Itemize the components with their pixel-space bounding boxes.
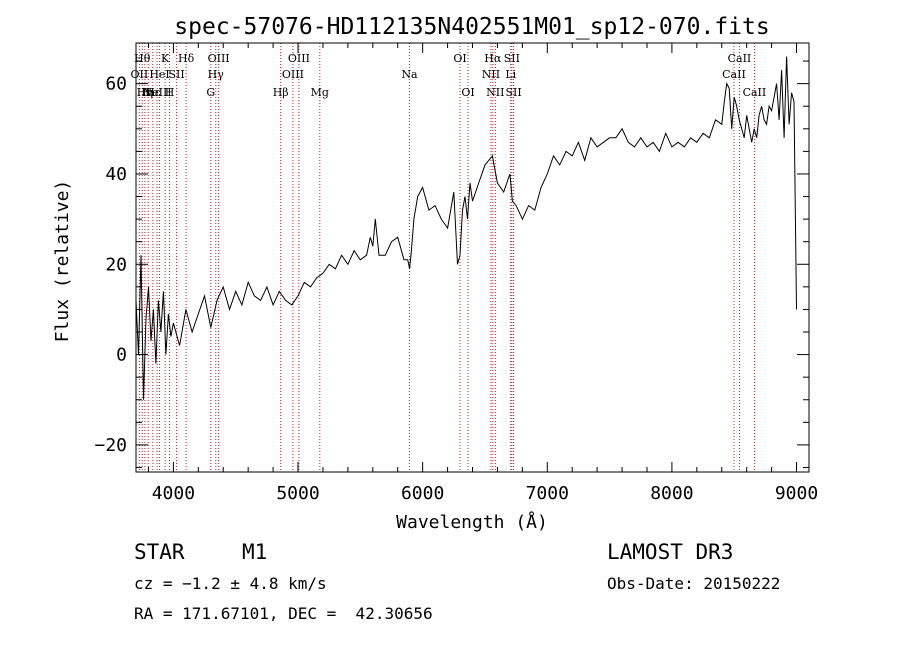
chart-title: spec-57076-HD112135N402551M01_sp12-070.f…	[174, 14, 769, 40]
line-label: Li	[505, 68, 516, 81]
line-label: SII	[504, 52, 520, 65]
line-label: SII	[506, 86, 522, 99]
x-tick-label: 7000	[526, 483, 569, 504]
x-tick-label: 6000	[401, 483, 444, 504]
survey-name: LAMOST DR3	[607, 540, 734, 564]
line-label: Hγ	[208, 68, 225, 81]
line-label: Hη	[137, 86, 153, 99]
object-subclass: M1	[242, 540, 268, 564]
line-label: OII	[131, 68, 149, 81]
line-label: CaII	[722, 68, 746, 81]
line-markers	[138, 43, 755, 472]
line-label: SII	[169, 68, 185, 81]
line-label: Na	[401, 68, 418, 81]
y-tick-label: 20	[105, 254, 127, 275]
line-label: OI	[453, 52, 466, 65]
x-axis-label: Wavelength (Å)	[396, 511, 548, 533]
x-axis: 4000 5000 6000 7000 8000 9000	[147, 43, 818, 504]
y-tick-label: 40	[105, 164, 127, 185]
line-label: K	[161, 52, 170, 65]
line-label: Mg	[311, 86, 329, 99]
y-axis-label: Flux (relative)	[52, 180, 73, 343]
y-tick-label: 0	[116, 345, 127, 366]
line-label: OIII	[288, 52, 310, 65]
line-label: CaII	[728, 52, 752, 65]
x-tick-label: 9000	[775, 483, 818, 504]
y-tick-label: −20	[94, 435, 127, 456]
spectrum-series	[135, 56, 797, 400]
coordinates-readout: RA = 171.67101, DEC = 42.30656	[134, 604, 433, 623]
line-label: Hα	[484, 52, 502, 65]
line-label: G	[206, 86, 215, 99]
line-label: Hε	[145, 86, 161, 99]
object-class: STAR	[134, 540, 185, 564]
line-label: Hι	[141, 86, 155, 99]
line-label: HeI	[149, 68, 169, 81]
x-tick-label: 5000	[276, 483, 319, 504]
line-label: NII	[486, 86, 504, 99]
line-label: Hβ	[273, 86, 289, 99]
redshift-readout: cz = −1.2 ± 4.8 km/s	[134, 574, 327, 593]
line-label: H	[165, 86, 175, 99]
plot-frame	[135, 42, 810, 473]
x-tick-label: 4000	[152, 483, 195, 504]
line-label: NeIII	[142, 86, 171, 99]
y-axis: −20 0 20 40 60	[94, 60, 809, 468]
y-tick-label: 60	[105, 74, 127, 95]
line-label: Hθ	[134, 52, 151, 65]
line-label: OI	[461, 86, 474, 99]
line-label: OIII	[282, 68, 304, 81]
line-label: CaII	[743, 86, 767, 99]
line-label: Hδ	[178, 52, 195, 65]
line-label: OIII	[208, 52, 230, 65]
obs-date: Obs-Date: 20150222	[607, 574, 781, 593]
x-tick-label: 8000	[650, 483, 693, 504]
line-label: NII	[482, 68, 500, 81]
